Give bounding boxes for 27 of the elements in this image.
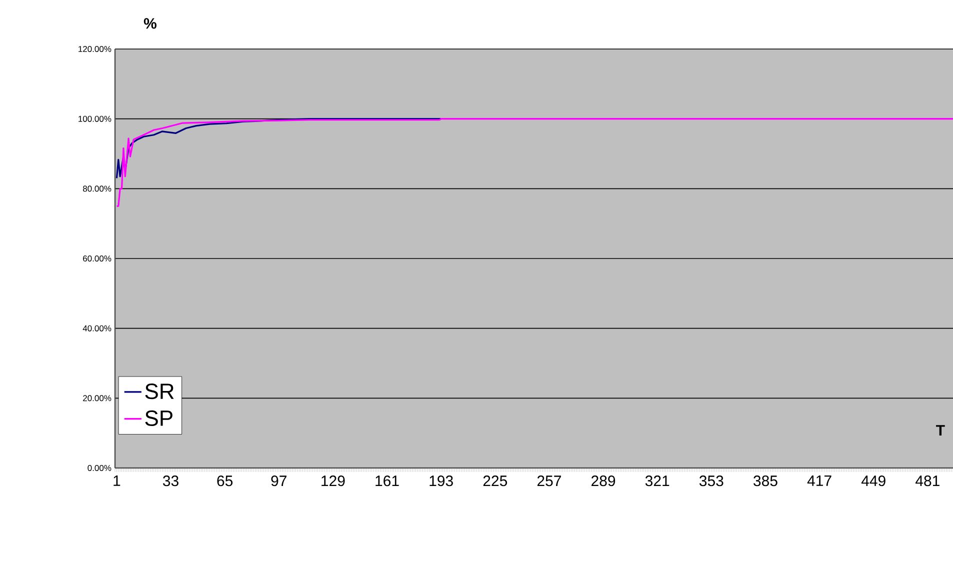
x-tick-label: 353 bbox=[699, 476, 724, 486]
x-tick-label: 1 bbox=[114, 476, 120, 486]
y-tick-label: 40.00% bbox=[82, 325, 112, 332]
legend-label: SR bbox=[145, 384, 174, 400]
y-tick-label: 100.00% bbox=[78, 116, 112, 122]
x-tick-label: 385 bbox=[754, 476, 778, 486]
x-tick-label: 289 bbox=[592, 476, 616, 486]
x-tick-label: 193 bbox=[430, 476, 453, 486]
x-tick-label: 97 bbox=[271, 476, 286, 486]
x-tick-label: 65 bbox=[217, 476, 233, 486]
x-axis-title: T bbox=[936, 425, 945, 436]
legend-label: SP bbox=[145, 410, 172, 426]
y-axis-title: % bbox=[144, 18, 156, 29]
y-tick-label: 60.00% bbox=[83, 255, 112, 262]
x-tick-label: 321 bbox=[645, 476, 670, 486]
x-tick-label: 161 bbox=[376, 476, 399, 486]
y-tick-label: 120.00% bbox=[78, 46, 112, 52]
y-tick-label: 20.00% bbox=[83, 395, 112, 402]
x-tick-label: 417 bbox=[807, 476, 832, 486]
x-tick-label: 33 bbox=[162, 476, 178, 486]
x-tick-label: 129 bbox=[322, 476, 345, 486]
x-tick-label: 225 bbox=[483, 476, 508, 486]
y-tick-label: 0.00% bbox=[88, 464, 112, 472]
x-tick-label: 449 bbox=[861, 476, 886, 486]
y-tick-label: 80.00% bbox=[83, 186, 112, 192]
x-tick-label: 481 bbox=[915, 476, 940, 486]
x-tick-label: 257 bbox=[537, 476, 561, 486]
